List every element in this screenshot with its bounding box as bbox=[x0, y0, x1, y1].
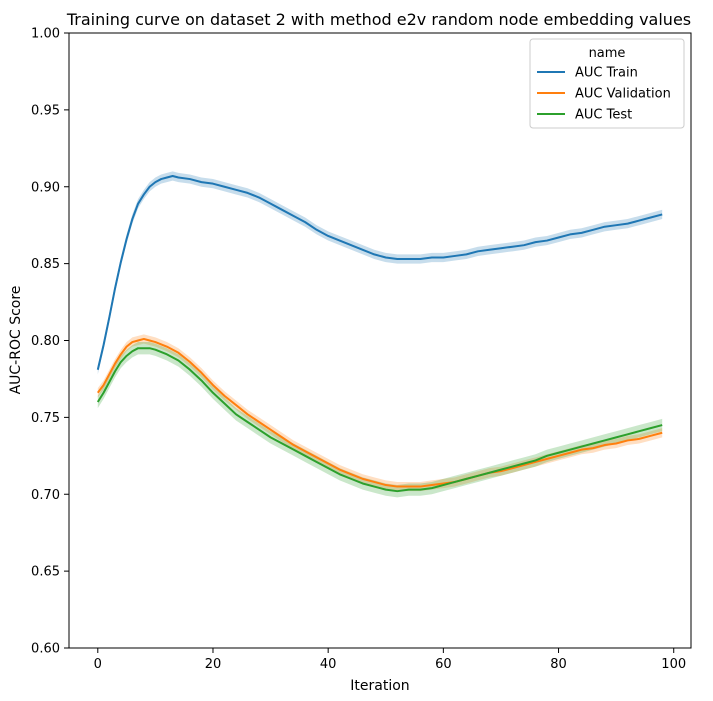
x-axis-label: Iteration bbox=[350, 678, 409, 694]
legend-items: AUC Train AUC Validation AUC Test bbox=[537, 66, 671, 123]
x-tick-label: 100 bbox=[661, 657, 686, 672]
y-tick-label: 0.80 bbox=[31, 334, 60, 349]
x-tick-label: 60 bbox=[435, 657, 452, 672]
chart-title: Training curve on dataset 2 with method … bbox=[66, 10, 691, 29]
y-axis-label: AUC-ROC Score bbox=[8, 286, 24, 395]
x-tick-label: 20 bbox=[205, 657, 222, 672]
series-lines bbox=[96, 174, 663, 493]
legend-label-auc-train: AUC Train bbox=[575, 66, 638, 81]
auc-test-line bbox=[96, 347, 663, 493]
legend: name AUC Train AUC Validation AUC Test bbox=[529, 38, 685, 129]
legend-label-auc-validation: AUC Validation bbox=[575, 87, 671, 102]
legend-label-auc-test: AUC Test bbox=[575, 108, 632, 123]
auc-train-line bbox=[96, 174, 663, 370]
auc-test-confidence-band bbox=[97, 342, 663, 498]
y-tick-label: 0.65 bbox=[31, 565, 60, 580]
y-tick-label: 0.85 bbox=[31, 257, 60, 272]
confidence-bands bbox=[97, 171, 663, 498]
y-tick-label: 1.00 bbox=[31, 27, 60, 42]
y-tick-label: 0.60 bbox=[31, 642, 60, 657]
legend-title: name bbox=[589, 46, 626, 61]
x-tick-label: 40 bbox=[320, 657, 337, 672]
y-tick-label: 0.90 bbox=[31, 180, 60, 195]
y-tick-label: 0.95 bbox=[31, 103, 60, 118]
auc-validation-line bbox=[97, 337, 663, 488]
legend-box bbox=[529, 38, 685, 129]
y-axis-ticks: 0.60 0.65 0.70 0.75 0.80 0.85 0.90 0.95 1.00 bbox=[31, 27, 69, 657]
x-tick-label: 0 bbox=[94, 657, 102, 672]
x-axis-ticks: 0 20 40 60 80 100 bbox=[94, 648, 686, 672]
y-tick-label: 0.70 bbox=[31, 488, 60, 503]
x-tick-label: 80 bbox=[550, 657, 567, 672]
y-tick-label: 0.75 bbox=[31, 411, 60, 426]
